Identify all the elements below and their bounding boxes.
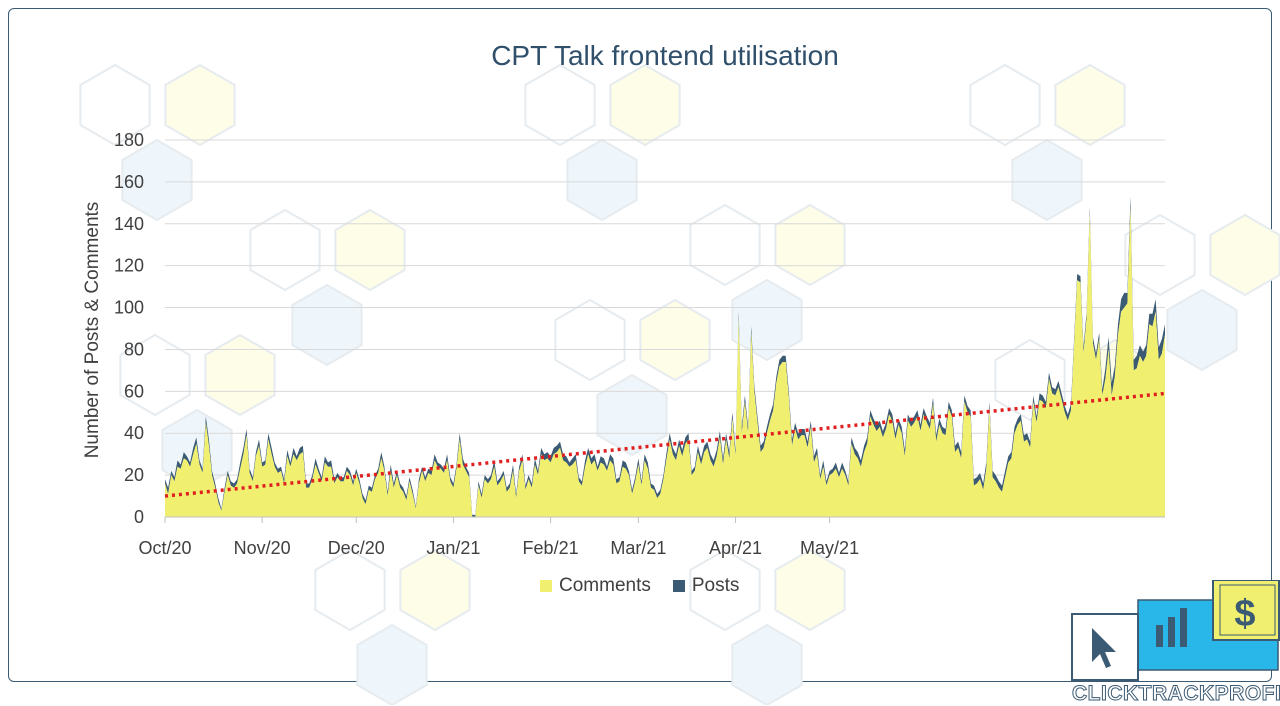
gridlines: [165, 139, 1165, 476]
watermark-tile: [689, 203, 846, 362]
y-tick-label-4: 80: [124, 339, 144, 359]
watermark-tile: [79, 63, 236, 222]
watermark-tile: [554, 298, 711, 457]
legend-item-comments: Comments: [540, 575, 651, 597]
watermark-tile: [249, 208, 406, 367]
y-tick-label-7: 140: [114, 214, 144, 234]
x-tick-label-0: Oct/20: [138, 538, 191, 558]
y-tick-label-2: 40: [124, 423, 144, 443]
x-tick-label-5: Mar/21: [610, 538, 666, 558]
x-tick-label-6: Apr/21: [709, 538, 762, 558]
y-tick-label-0: 0: [134, 507, 144, 527]
chart-title: CPT Talk frontend utilisation: [491, 40, 839, 71]
x-tick-label-4: Feb/21: [523, 538, 579, 558]
x-tick-label-3: Jan/21: [426, 538, 480, 558]
y-tick-label-3: 60: [124, 381, 144, 401]
y-tick-label-8: 160: [114, 172, 144, 192]
y-tick-label-1: 20: [124, 465, 144, 485]
clicktrackprofit-logo: $: [1071, 580, 1280, 681]
axes: 0 20 40 60 80 100 120 140 160 180 Oct/20 Nov/20 Dec/…: [114, 130, 1165, 558]
y-tick-label-6: 120: [114, 256, 144, 276]
legend-swatch-comments: [540, 580, 552, 592]
y-axis-label: Number of Posts & Comments: [82, 201, 103, 459]
series-areas: [165, 196, 1165, 517]
legend: Comments Posts: [540, 575, 739, 597]
x-tick-label-2: Dec/20: [328, 538, 385, 558]
legend-item-posts: Posts: [672, 575, 740, 597]
logo-text: CLICKTRACKPROFIT: [1072, 682, 1280, 706]
x-tick-label-7: May/21: [800, 538, 859, 558]
x-tick-label-1: Nov/20: [234, 538, 291, 558]
comments-area: [165, 207, 1165, 517]
y-tick-label-9: 180: [114, 130, 144, 150]
legend-label-posts: Posts: [691, 575, 740, 596]
watermark-tile: [689, 548, 846, 705]
watermark-tile: [314, 548, 471, 705]
svg-text:$: $: [1234, 593, 1255, 635]
y-tick-label-5: 100: [114, 298, 144, 318]
watermark-tile: [1124, 213, 1280, 372]
watermark-tile: [524, 63, 681, 222]
legend-label-comments: Comments: [559, 575, 651, 596]
legend-swatch-posts: [672, 580, 685, 592]
watermark-tile: [969, 63, 1126, 222]
